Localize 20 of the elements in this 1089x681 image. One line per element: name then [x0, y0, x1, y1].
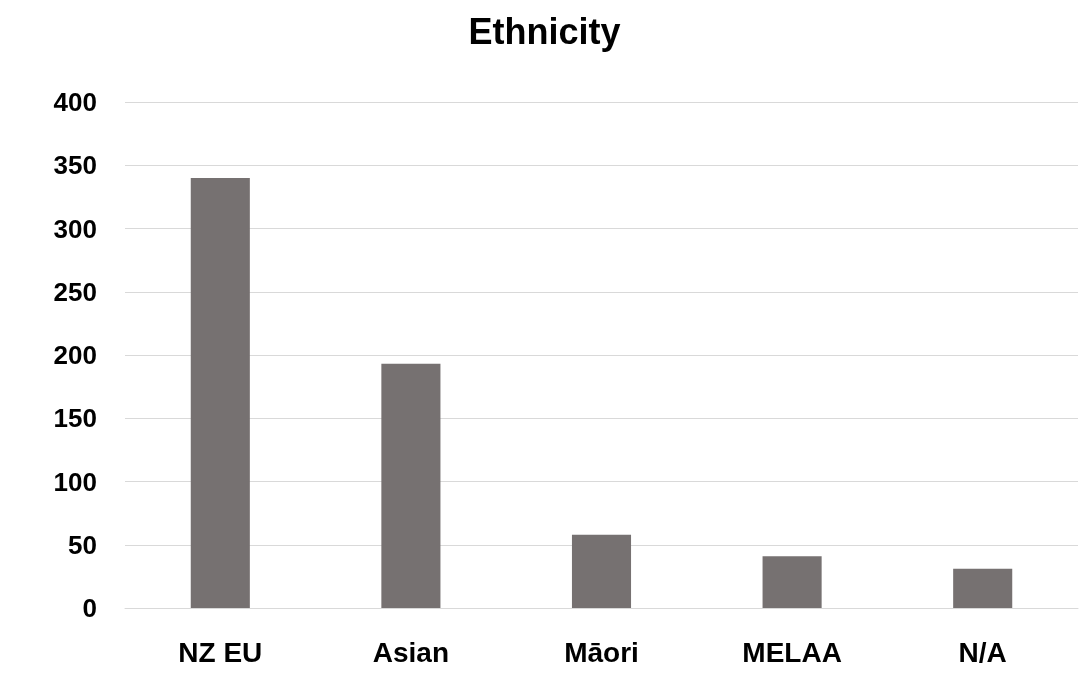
chart-title: Ethnicity — [468, 10, 621, 52]
bar — [381, 363, 441, 608]
x-tick-label: N/A — [958, 636, 1007, 668]
bar — [190, 177, 250, 608]
bar — [762, 556, 822, 608]
y-tick-label: 100 — [53, 466, 97, 497]
y-tick-label: 50 — [68, 529, 97, 560]
y-tick-label: 250 — [53, 276, 97, 307]
x-tick-label: MELAA — [742, 636, 842, 668]
x-tick-label: Māori — [564, 636, 639, 668]
y-tick-label: 200 — [53, 340, 97, 370]
bar — [571, 534, 632, 608]
x-tick-label: Asian — [372, 636, 450, 668]
y-tick-label: 0 — [82, 593, 97, 623]
y-tick-label: 400 — [53, 87, 97, 117]
y-tick-label: 350 — [53, 150, 97, 181]
x-tick-label: NZ EU — [178, 636, 263, 668]
y-tick-label: 150 — [53, 403, 97, 434]
bar — [953, 568, 1013, 608]
y-tick-label: 300 — [53, 213, 97, 244]
